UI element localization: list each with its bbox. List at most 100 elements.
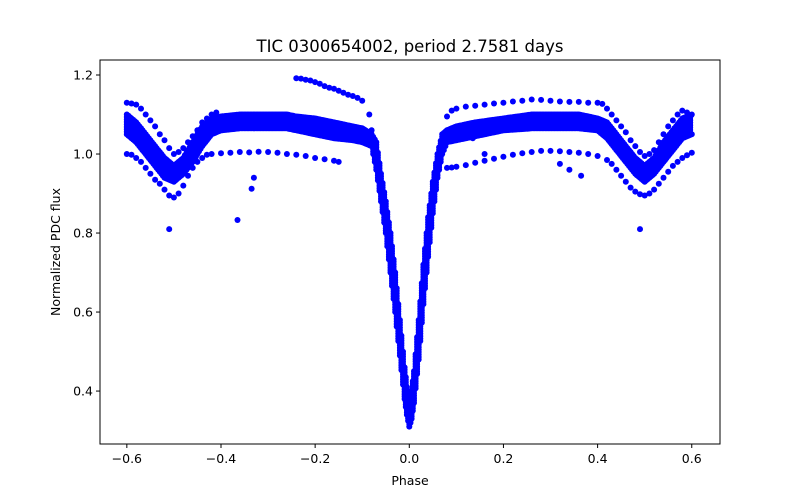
- data-point-main-band: [390, 256, 397, 263]
- data-point-upper-track: [538, 96, 545, 103]
- data-point-lower-track: [594, 153, 601, 159]
- data-point-upper-track: [123, 99, 130, 106]
- data-point-lower-track: [321, 156, 328, 163]
- data-point-main-band: [688, 111, 695, 118]
- data-point-outlier: [578, 172, 585, 179]
- data-point-upper-track: [189, 133, 196, 140]
- data-point-main-band: [392, 269, 399, 276]
- data-point-lower-track: [133, 155, 140, 161]
- data-point-main-band: [376, 160, 383, 167]
- data-point-lower-track: [547, 147, 554, 154]
- data-point-upper-track: [519, 97, 526, 104]
- data-point-outlier: [481, 151, 488, 157]
- data-point-upper-track: [444, 113, 450, 120]
- data-point-main-band: [402, 374, 409, 381]
- data-point-upper-track: [632, 143, 639, 150]
- data-point-lower-track: [528, 149, 535, 155]
- data-point-lower-track: [632, 188, 639, 195]
- data-point-lower-track: [236, 149, 243, 155]
- data-point-lower-track: [472, 159, 479, 166]
- data-point-upper-track: [500, 99, 507, 106]
- x-tick-label: 0.4: [588, 451, 608, 466]
- data-point-lower-track: [128, 151, 135, 158]
- data-point-lower-track: [208, 151, 215, 157]
- y-axis-label: Normalized PDC flux: [48, 188, 63, 316]
- data-point-upper-track: [354, 94, 361, 101]
- data-point-lower-track: [142, 164, 149, 171]
- x-tick-label: −0.4: [206, 451, 236, 466]
- data-point-lower-track: [651, 186, 658, 193]
- data-point-upper-track: [152, 123, 159, 130]
- data-point-upper-track: [669, 117, 676, 124]
- data-point-upper-track: [641, 153, 648, 159]
- data-point-upper-track: [175, 149, 182, 155]
- data-point-upper-track: [599, 100, 606, 107]
- data-point-upper-track: [366, 111, 373, 118]
- data-point-upper-track: [547, 97, 554, 104]
- data-point-lower-track: [509, 151, 516, 158]
- data-point-upper-track: [138, 105, 144, 112]
- data-point-lower-track: [566, 149, 573, 155]
- data-point-lower-track: [156, 180, 163, 187]
- data-point-lower-track: [170, 194, 177, 201]
- data-point-upper-track: [199, 119, 206, 126]
- data-point-main-band: [382, 198, 389, 205]
- data-point-upper-track: [660, 131, 667, 138]
- data-point-lower-track: [462, 162, 469, 169]
- data-point-outlier: [248, 185, 255, 192]
- data-point-upper-track: [335, 87, 342, 94]
- data-point-upper-track: [509, 98, 516, 105]
- data-point-lower-track: [674, 158, 681, 165]
- data-point-main-band: [384, 209, 391, 215]
- data-point-upper-track: [684, 109, 690, 116]
- data-point-outlier: [637, 226, 643, 233]
- data-point-lower-track: [613, 166, 620, 173]
- data-point-lower-track: [274, 149, 281, 156]
- data-point-lower-track: [161, 186, 168, 193]
- data-point-lower-track: [500, 153, 507, 160]
- data-point-lower-track: [665, 168, 672, 175]
- data-point-lower-track: [180, 182, 187, 189]
- data-point-lower-track: [491, 155, 497, 162]
- data-point-lower-track: [622, 178, 629, 185]
- data-point-lower-track: [646, 190, 653, 197]
- data-point-upper-track: [340, 89, 347, 96]
- data-point-lower-track: [335, 158, 342, 165]
- data-point-upper-track: [147, 117, 154, 124]
- data-point-upper-track: [293, 75, 300, 82]
- data-point-lower-track: [655, 180, 662, 187]
- data-point-upper-track: [349, 93, 356, 99]
- data-point-lower-track: [585, 151, 592, 157]
- data-point-upper-track: [316, 80, 323, 87]
- data-point-lower-track: [641, 192, 648, 199]
- data-point-upper-track: [481, 101, 488, 108]
- data-point-lower-track: [679, 155, 686, 161]
- data-point-upper-track: [448, 107, 455, 114]
- data-point-upper-track: [203, 115, 210, 122]
- data-point-lower-track: [194, 158, 201, 165]
- data-point-upper-track: [622, 129, 629, 136]
- data-point-upper-track: [491, 100, 497, 107]
- data-point-upper-track: [298, 75, 304, 82]
- data-point-lower-track: [448, 164, 455, 171]
- y-tick-label: 0.8: [73, 226, 93, 241]
- data-point-upper-track: [637, 149, 643, 155]
- x-axis: −0.6 −0.4 −0.2 0.0 0.2 0.4 0.6: [112, 444, 702, 466]
- data-point-upper-track: [331, 85, 337, 92]
- data-point-main-band: [379, 180, 386, 186]
- data-point-main-band: [688, 131, 695, 138]
- data-point-upper-track: [312, 79, 319, 86]
- data-point-lower-track: [255, 148, 262, 155]
- data-point-upper-track: [128, 100, 135, 107]
- data-point-lower-track: [604, 157, 610, 163]
- data-point-upper-track: [556, 98, 563, 105]
- data-point-upper-track: [368, 127, 375, 134]
- data-point-upper-track: [585, 99, 592, 106]
- data-point-outlier: [469, 135, 476, 142]
- data-point-lower-track: [138, 158, 144, 165]
- data-point-upper-track: [604, 105, 610, 112]
- x-axis-label: Phase: [391, 473, 429, 488]
- data-point-main-band: [389, 243, 395, 250]
- data-point-upper-track: [208, 111, 215, 118]
- data-point-upper-track: [302, 76, 309, 83]
